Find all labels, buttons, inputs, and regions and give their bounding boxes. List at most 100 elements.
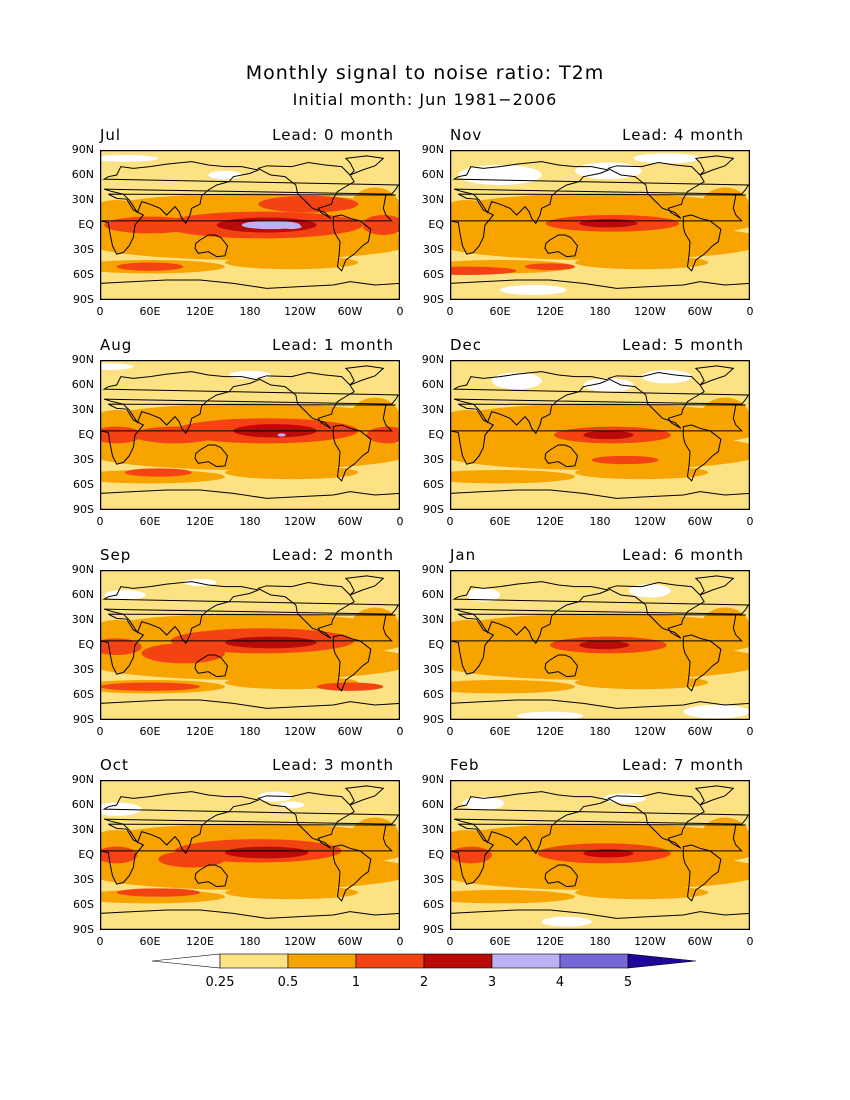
lon-tick-label: 0 xyxy=(746,935,754,948)
map-panel-nov: Nov Lead: 4 month 90N 60N 30N EQ 30S 60S 90S 0 60E… xyxy=(422,126,754,318)
coastline-south-america xyxy=(682,844,722,902)
low-signal-region xyxy=(641,370,692,384)
lon-tick-label: 180 xyxy=(589,305,611,318)
lon-tick-label: 180 xyxy=(239,935,261,948)
panel-lead-label: Lead: 0 month xyxy=(272,126,394,144)
lat-tick-label: EQ xyxy=(428,848,444,861)
lat-tick-label: 60N xyxy=(71,588,94,601)
coastline-south-america xyxy=(332,214,372,272)
coastline-south-america xyxy=(332,424,372,482)
field-contour-1-2 xyxy=(116,262,184,271)
panel-month-label: Dec xyxy=(450,336,483,354)
colorbar-segment xyxy=(219,953,289,969)
lat-tick-label: 30N xyxy=(71,823,94,836)
lat-tick-label: 90S xyxy=(423,923,444,936)
colorbar-level-label: 5 xyxy=(624,975,632,990)
lon-tick-label: 0 xyxy=(396,725,404,738)
map-frame xyxy=(450,780,750,930)
lat-tick-label: 30N xyxy=(421,613,444,626)
lon-tick-label: 0 xyxy=(746,515,754,528)
lat-tick-label: EQ xyxy=(78,218,94,231)
field-contour-0.5-1 xyxy=(450,853,750,890)
panel-lead-label: Lead: 1 month xyxy=(272,336,394,354)
low-signal-region xyxy=(683,705,750,719)
field-contour-0.5-1 xyxy=(450,680,575,694)
map-panel-sep: Sep Lead: 2 month 90N 60N 30N EQ 30S 60S 90S 0 60E… xyxy=(72,546,404,738)
lon-tick-label: 60E xyxy=(489,515,511,528)
coastline-south-america xyxy=(682,424,722,482)
field-contour-0.5-1 xyxy=(225,885,359,900)
lon-tick-label: 60W xyxy=(687,515,713,528)
coastline-eurasia xyxy=(452,161,750,225)
panel-month-label: Nov xyxy=(450,126,483,144)
field-contour-0.5-1 xyxy=(450,470,575,484)
coastline-south-america xyxy=(682,634,722,692)
coastline-australia xyxy=(194,864,229,888)
colorbar-low-arrow xyxy=(151,953,221,969)
field-contour-1-2 xyxy=(116,888,200,897)
coastline-greenland xyxy=(694,155,735,176)
lat-tick-label: 90S xyxy=(423,713,444,726)
colorbar-level-label: 4 xyxy=(556,975,564,990)
lon-tick-label: 120E xyxy=(186,725,214,738)
lat-tick-label: 60S xyxy=(73,268,94,281)
coastline-africa xyxy=(100,823,396,885)
lat-tick-label: 60N xyxy=(421,168,444,181)
lon-tick-label: 180 xyxy=(589,935,611,948)
panel-lead-label: Lead: 2 month xyxy=(272,546,394,564)
field-contour-0.5-1 xyxy=(700,187,750,230)
lon-tick-label: 60W xyxy=(337,305,363,318)
lat-tick-label: 30N xyxy=(421,823,444,836)
field-contour-0.5-1 xyxy=(575,885,709,900)
field-contour-0.5-1 xyxy=(225,255,359,270)
lat-tick-label: 90N xyxy=(71,773,94,786)
coastline-australia xyxy=(544,864,579,888)
field-contour-1-2 xyxy=(591,455,659,465)
coastline-africa xyxy=(450,823,746,885)
lon-tick-label: 60W xyxy=(337,515,363,528)
lon-tick-label: 60E xyxy=(139,515,161,528)
panel-lead-label: Lead: 7 month xyxy=(622,756,744,774)
lon-tick-label: 60W xyxy=(687,725,713,738)
lat-tick-label: 30N xyxy=(71,613,94,626)
low-signal-region xyxy=(258,791,292,802)
field-contour-0.5-1 xyxy=(450,223,750,260)
coastline-australia xyxy=(194,234,229,258)
field-contour-3-4 xyxy=(281,224,302,230)
lat-tick-label: 60S xyxy=(423,478,444,491)
signal-noise-map xyxy=(100,150,400,300)
lat-tick-label: 30N xyxy=(421,403,444,416)
lat-tick-label: 30N xyxy=(421,193,444,206)
field-contour-1-2 xyxy=(316,682,384,691)
lat-tick-label: 60N xyxy=(421,798,444,811)
lon-tick-label: 60E xyxy=(139,935,161,948)
map-panel-feb: Feb Lead: 7 month 90N 60N 30N EQ 30S 60S 90S 0 60E… xyxy=(422,756,754,948)
coastline-australia xyxy=(194,654,229,678)
field-contour-0.5-1 xyxy=(700,817,750,860)
field-contour-0.5-1 xyxy=(450,433,750,470)
lat-tick-label: 60N xyxy=(71,378,94,391)
lon-tick-label: 60W xyxy=(337,725,363,738)
field-contour-0.5-1 xyxy=(350,817,400,860)
coastline-africa xyxy=(450,403,746,465)
lat-tick-label: EQ xyxy=(428,428,444,441)
coastline-africa xyxy=(450,193,746,255)
signal-noise-map xyxy=(450,780,750,930)
lon-tick-label: 0 xyxy=(96,725,104,738)
panel-month-label: Jan xyxy=(450,546,477,564)
low-signal-region xyxy=(491,372,542,390)
coastline-antarctica-coast xyxy=(450,909,750,919)
coastline-africa xyxy=(100,193,396,255)
lon-tick-label: 120W xyxy=(284,515,316,528)
lon-tick-label: 180 xyxy=(589,515,611,528)
coastline-south-america xyxy=(332,844,372,902)
map-frame xyxy=(100,150,400,300)
coastline-antarctica-coast xyxy=(450,489,750,499)
lon-tick-label: 0 xyxy=(446,515,454,528)
lon-tick-label: 0 xyxy=(746,305,754,318)
field-contour-1-2 xyxy=(450,266,517,275)
lon-tick-label: 180 xyxy=(589,725,611,738)
colorbar-level-label: 2 xyxy=(420,975,428,990)
coastline-north-america xyxy=(607,371,705,429)
